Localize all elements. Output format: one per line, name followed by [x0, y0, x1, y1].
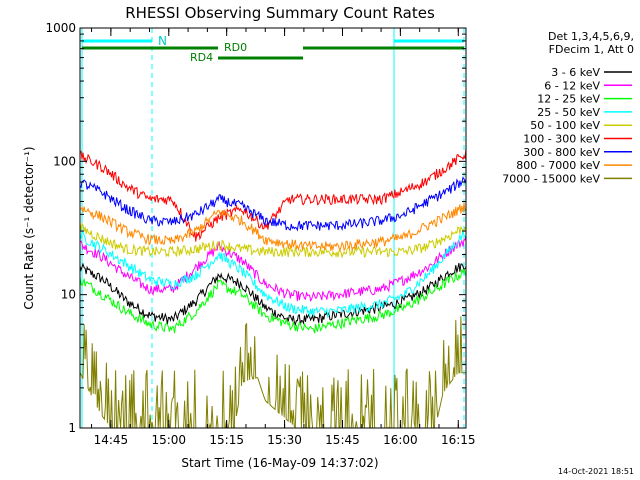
legend-label-3-6-kev: 3 - 6 keV: [551, 66, 600, 79]
series-line-6-12-kev: [79, 235, 467, 302]
y-tick-label: 1000: [45, 21, 76, 35]
x-tick-label: 16:00: [383, 433, 418, 447]
legend-header-line-2: FDecim 1, Att 0: [549, 43, 634, 56]
series-line-300-800-kev: [79, 176, 467, 232]
series-line-7000-15000-kev: [79, 316, 466, 429]
y-axis-ticks: 1 10 100 1000: [45, 21, 466, 435]
x-tick-label: 16:15: [441, 433, 476, 447]
legend: Det 1,3,4,5,6,9, FDecim 1, Att 0 3 - 6 k…: [502, 30, 634, 185]
timestamp: 14-Oct-2021 18:51: [558, 467, 634, 476]
series-line-100-300-kev: [79, 148, 467, 242]
night-label: N: [158, 34, 167, 48]
x-tick-label: 14:45: [94, 433, 129, 447]
series-line-12-25-kev: [79, 268, 467, 334]
series-line-50-100-kev: [79, 222, 467, 259]
legend-label-6-12-kev: 6 - 12 keV: [544, 79, 600, 92]
rd4-label: RD4: [190, 51, 213, 64]
y-tick-label: 10: [61, 288, 76, 302]
series-line-3-6-kev: [79, 262, 467, 327]
chart-decorations: N RD0 RD4: [81, 28, 465, 428]
series-line-800-7000-kev: [79, 202, 467, 253]
legend-label-12-25-kev: 12 - 25 keV: [537, 93, 600, 106]
legend-label-7000-15000-kev: 7000 - 15000 keV: [502, 172, 600, 185]
series-line-25-50-kev: [79, 230, 466, 318]
legend-label-100-300-kev: 100 - 300 keV: [523, 133, 600, 146]
rd0-label: RD0: [224, 41, 247, 54]
plot-frame: [79, 27, 467, 429]
x-tick-label: 15:15: [209, 433, 244, 447]
x-axis-label: Start Time (16-May-09 14:37:02): [181, 456, 378, 470]
legend-label-25-50-kev: 25 - 50 keV: [537, 106, 600, 119]
chart-title: RHESSI Observing Summary Count Rates: [125, 4, 435, 22]
x-tick-label: 15:30: [267, 433, 302, 447]
x-tick-label: 15:00: [151, 433, 186, 447]
x-tick-label: 15:45: [325, 433, 360, 447]
legend-label-50-100-kev: 50 - 100 keV: [530, 119, 600, 132]
legend-label-300-800-kev: 300 - 800 keV: [523, 146, 600, 159]
legend-header-line-1: Det 1,3,4,5,6,9,: [548, 30, 634, 43]
y-axis-label: Count Rate (s⁻¹ detector⁻¹): [22, 146, 36, 309]
series-layer: [79, 148, 467, 429]
x-axis-ticks: 14:45 15:00 15:15 15:30 15:45 16:00 16:15: [91, 28, 476, 447]
y-tick-label: 100: [53, 154, 76, 168]
y-tick-label: 1: [68, 421, 76, 435]
legend-label-800-7000-kev: 800 - 7000 keV: [516, 159, 600, 172]
